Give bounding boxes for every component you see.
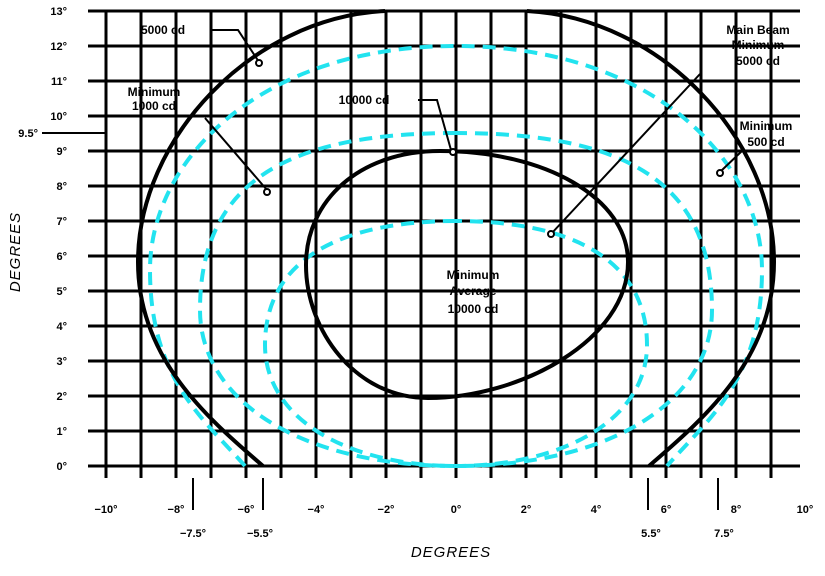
reference-lines bbox=[42, 132, 719, 510]
x-tick: −2° bbox=[378, 504, 395, 516]
dashed-contour-middle bbox=[197, 130, 715, 469]
y-tick: 1° bbox=[56, 426, 67, 438]
x-axis-title: DEGREES bbox=[411, 544, 491, 561]
y-tick: 2° bbox=[56, 391, 67, 403]
x-tick: −10° bbox=[94, 504, 117, 516]
solid-contour-10000cd bbox=[303, 148, 631, 401]
x-tick: 8° bbox=[731, 504, 742, 516]
y-tick: 10° bbox=[50, 111, 67, 123]
marker-10000cd bbox=[449, 148, 457, 156]
x-tick: −8° bbox=[168, 504, 185, 516]
x-tick-extra: 7.5° bbox=[714, 528, 734, 540]
y-tick: 11° bbox=[51, 76, 67, 88]
y-tick: 5° bbox=[56, 286, 67, 298]
x-tick: 2° bbox=[521, 504, 532, 516]
marker-points bbox=[255, 59, 724, 238]
label-main-beam-line2: Minimum bbox=[732, 38, 785, 52]
marker-main-beam bbox=[547, 230, 555, 238]
y-tick: 3° bbox=[56, 356, 67, 368]
label-center-line1: Minimum bbox=[447, 268, 500, 282]
x-tick: 0° bbox=[451, 504, 462, 516]
marker-500cd bbox=[716, 169, 724, 177]
y-tick: 9° bbox=[56, 146, 67, 158]
y-tick: 8° bbox=[56, 181, 67, 193]
y-tick-extra: 9.5° bbox=[18, 128, 38, 140]
x-tick: −4° bbox=[308, 504, 325, 516]
marker-1000cd bbox=[263, 188, 271, 196]
x-tick-extra: −5.5° bbox=[247, 528, 273, 540]
x-tick: −6° bbox=[238, 504, 255, 516]
label-min500-line1: Minimum bbox=[740, 119, 793, 133]
leader-lines bbox=[204, 29, 744, 235]
x-tick-extra: −7.5° bbox=[180, 528, 206, 540]
label-main-beam-line1: Main Beam bbox=[726, 23, 789, 37]
y-tick: 4° bbox=[56, 321, 67, 333]
dashed-contour-outer bbox=[147, 43, 765, 468]
y-tick: 6° bbox=[56, 251, 67, 263]
y-axis-ticks: 0° 1° 2° 3° 4° 5° 6° 7° 8° 9° 10° 11° 12… bbox=[18, 6, 67, 473]
label-min1000-line2: 1000 cd bbox=[132, 99, 176, 113]
y-tick: 7° bbox=[56, 216, 67, 228]
x-tick: 4° bbox=[591, 504, 602, 516]
solid-contour-outer-right bbox=[526, 9, 777, 468]
y-tick: 13° bbox=[50, 6, 67, 18]
label-5000cd: 5000 cd bbox=[141, 23, 185, 37]
label-10000cd: 10000 cd bbox=[339, 93, 390, 107]
x-tick: 10° bbox=[797, 504, 814, 516]
x-axis-ticks: −10° −8° −6° −4° −2° 0° 2° 4° 6° 8° 10° … bbox=[94, 504, 813, 540]
label-main-beam-line3: 5000 cd bbox=[736, 54, 780, 68]
y-tick: 12° bbox=[50, 41, 67, 53]
label-min1000-line1: Minimum bbox=[128, 85, 181, 99]
y-axis-title: DEGREES bbox=[7, 212, 24, 292]
solid-contours bbox=[135, 9, 777, 468]
y-tick: 0° bbox=[56, 461, 67, 473]
label-center-line3: 10000 cd bbox=[448, 302, 499, 316]
label-min500-line2: 500 cd bbox=[747, 135, 784, 149]
x-tick-extra: 5.5° bbox=[641, 528, 661, 540]
contour-labels: 5000 cd Minimum 1000 cd 10000 cd Main Be… bbox=[128, 23, 793, 316]
x-tick: 6° bbox=[661, 504, 672, 516]
label-center-line2: Average bbox=[450, 284, 497, 298]
marker-5000cd bbox=[255, 59, 263, 67]
solid-contour-outer-left bbox=[135, 9, 386, 468]
